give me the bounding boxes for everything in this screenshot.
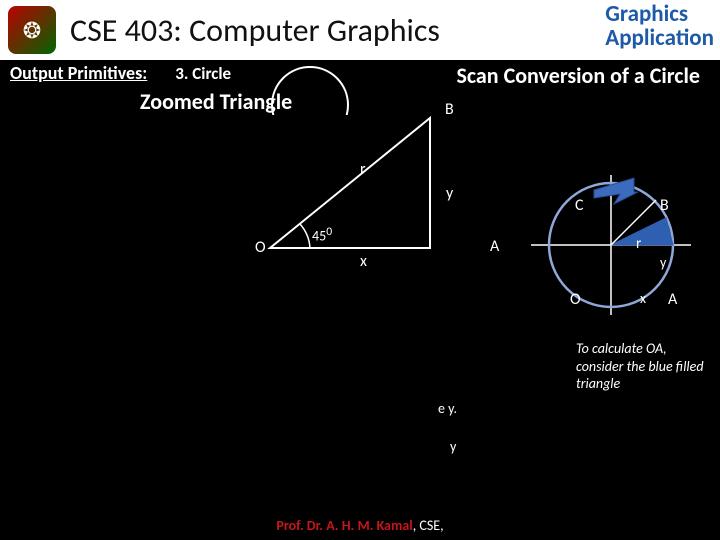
circle-label-x: x [640,290,646,307]
triangle-label-y: y [446,184,453,203]
triangle-label-O: O [255,238,266,257]
footer: Prof. Dr. A. H. M. Kamal, CSE, [0,517,720,534]
triangle-label-x: x [360,252,367,271]
triangle-angle: 450 [312,225,332,245]
topic-label: 3. Circle [175,63,231,84]
circle-label-B: B [660,196,669,215]
circle-label-C: C [575,196,584,215]
circle-label-A-outer: A [668,290,677,309]
subheader: Output Primitives: 3. Circle Scan Conver… [10,62,710,84]
stray-y: y [450,438,456,455]
output-primitives-label: Output Primitives: [10,62,147,84]
circle-label-r: r [636,235,641,253]
university-logo: ❂ [8,6,56,54]
circle-label-O: O [570,290,581,309]
note-text: To calculate OA, consider the blue fille… [576,340,706,393]
course-title: CSE 403: Computer Graphics [70,11,440,50]
background-arc [270,55,350,115]
app-label: Graphics Application [605,2,714,50]
circle-label-A-inner: A [490,237,499,256]
scan-conversion-title: Scan Conversion of a Circle [456,62,700,89]
stray-ey: e y. [438,400,457,417]
triangle-label-r: r [360,160,366,179]
header: ❂ CSE 403: Computer Graphics Graphics Ap… [0,0,720,60]
footer-author: Prof. Dr. A. H. M. Kamal [276,517,412,534]
app-label-line2: Application [605,24,714,52]
footer-dept: , CSE, [413,517,444,534]
triangle-label-B: B [445,100,454,119]
circle-label-y-outer: y [660,254,666,271]
